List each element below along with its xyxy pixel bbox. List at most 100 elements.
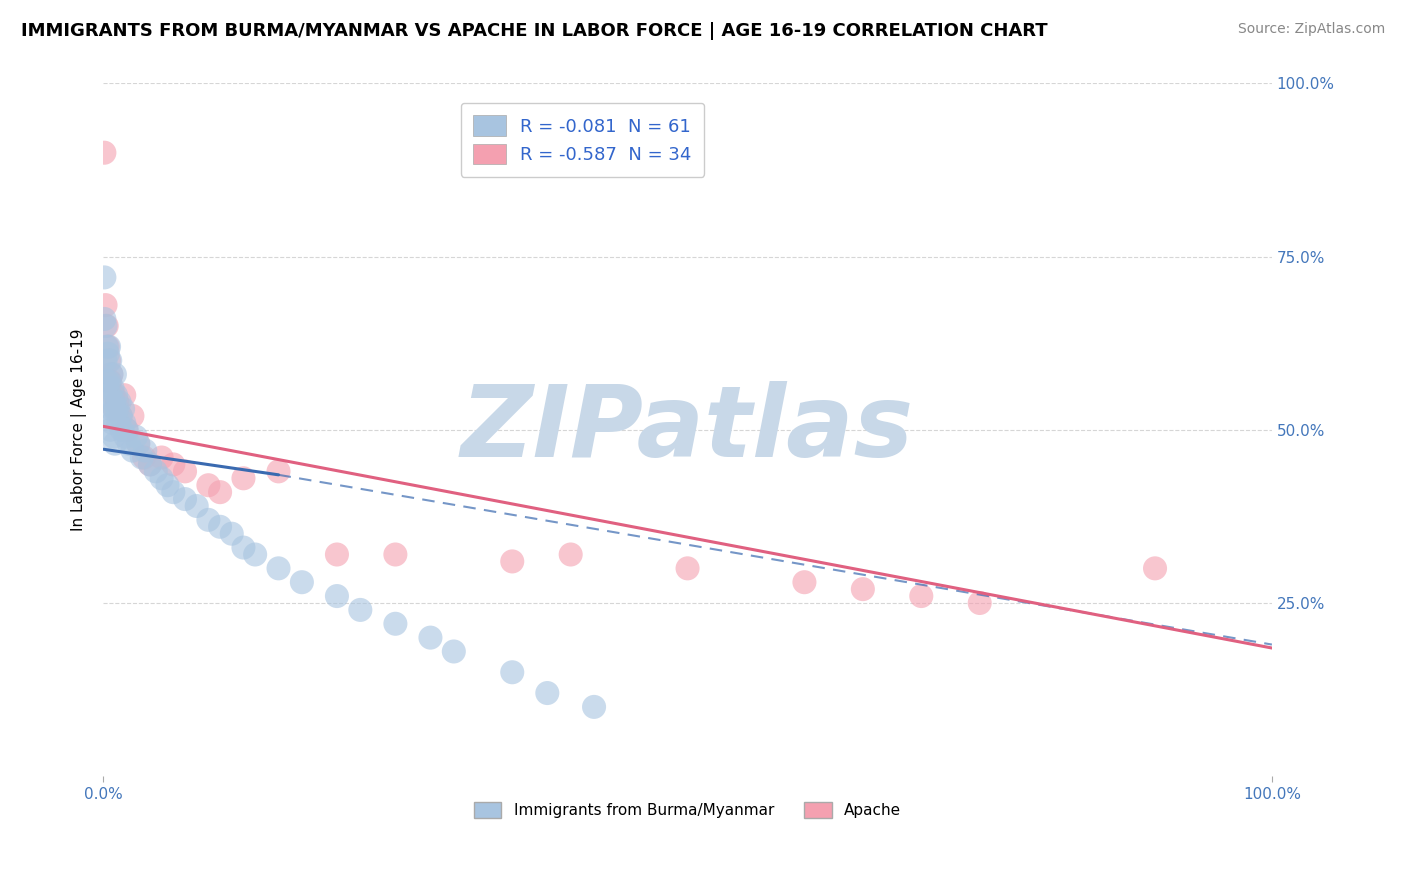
Point (98, 388, 121, 402)
Point (110, 409, 132, 423)
Point (98, 353, 121, 368)
Point (162, 485, 184, 500)
Point (112, 388, 135, 402)
Point (105, 395, 128, 409)
Point (852, 582, 875, 596)
Point (96, 340, 118, 354)
Point (134, 450, 156, 465)
Y-axis label: In Labor Force | Age 16-19: In Labor Force | Age 16-19 (72, 328, 87, 531)
Point (676, 561, 699, 575)
Point (93, 145, 115, 160)
Point (121, 443, 143, 458)
Point (326, 589, 349, 603)
Point (108, 395, 131, 409)
Point (97, 346, 120, 360)
Point (156, 478, 179, 492)
Text: Source: ZipAtlas.com: Source: ZipAtlas.com (1237, 22, 1385, 37)
Point (221, 526, 243, 541)
Point (209, 485, 232, 500)
Point (96, 318, 118, 333)
Point (110, 409, 132, 423)
Point (101, 416, 124, 430)
Point (443, 644, 465, 658)
Point (131, 450, 153, 465)
Point (384, 548, 406, 562)
Point (118, 436, 141, 450)
Point (98, 374, 121, 388)
Point (127, 436, 149, 450)
Point (112, 402, 135, 417)
Point (105, 402, 128, 417)
Point (501, 554, 523, 568)
Point (969, 596, 991, 610)
Point (98, 423, 121, 437)
Point (105, 388, 128, 402)
Point (384, 616, 406, 631)
Point (100, 402, 122, 417)
Point (536, 686, 558, 700)
Point (583, 699, 606, 714)
Point (232, 541, 254, 555)
Point (197, 513, 219, 527)
Point (419, 631, 441, 645)
Point (162, 458, 184, 472)
Point (94, 318, 117, 333)
Point (94, 353, 117, 368)
Point (349, 603, 371, 617)
Point (100, 368, 122, 382)
Point (186, 499, 208, 513)
Text: IMMIGRANTS FROM BURMA/MYANMAR VS APACHE IN LABOR FORCE | AGE 16-19 CORRELATION C: IMMIGRANTS FROM BURMA/MYANMAR VS APACHE … (21, 22, 1047, 40)
Point (114, 430, 136, 444)
Point (267, 561, 290, 575)
Point (93, 270, 115, 285)
Point (104, 402, 127, 417)
Point (115, 423, 138, 437)
Point (127, 436, 149, 450)
Point (112, 416, 135, 430)
Point (93, 312, 115, 326)
Legend: Immigrants from Burma/Myanmar, Apache: Immigrants from Burma/Myanmar, Apache (468, 796, 907, 824)
Point (111, 423, 134, 437)
Point (97, 340, 120, 354)
Point (104, 436, 127, 450)
Point (115, 423, 138, 437)
Point (103, 430, 125, 444)
Point (267, 464, 290, 478)
Point (98, 374, 121, 388)
Point (197, 478, 219, 492)
Point (1144, 561, 1167, 575)
Point (501, 665, 523, 680)
Point (125, 430, 148, 444)
Point (232, 471, 254, 485)
Point (174, 464, 197, 478)
Point (139, 458, 162, 472)
Point (97, 381, 120, 395)
Point (94, 298, 117, 312)
Point (150, 450, 173, 465)
Point (560, 548, 582, 562)
Point (910, 589, 932, 603)
Point (101, 381, 124, 395)
Point (209, 520, 232, 534)
Text: ZIPatlas: ZIPatlas (461, 381, 914, 478)
Point (134, 443, 156, 458)
Point (139, 458, 162, 472)
Point (98, 353, 121, 368)
Point (291, 575, 314, 590)
Point (104, 368, 127, 382)
Point (107, 416, 129, 430)
Point (104, 402, 127, 417)
Point (98, 409, 121, 423)
Point (100, 368, 122, 382)
Point (793, 575, 815, 590)
Point (121, 409, 143, 423)
Point (145, 464, 167, 478)
Point (98, 340, 121, 354)
Point (96, 374, 118, 388)
Point (326, 548, 349, 562)
Point (174, 492, 197, 507)
Point (150, 471, 173, 485)
Point (103, 388, 125, 402)
Point (243, 548, 266, 562)
Point (103, 395, 125, 409)
